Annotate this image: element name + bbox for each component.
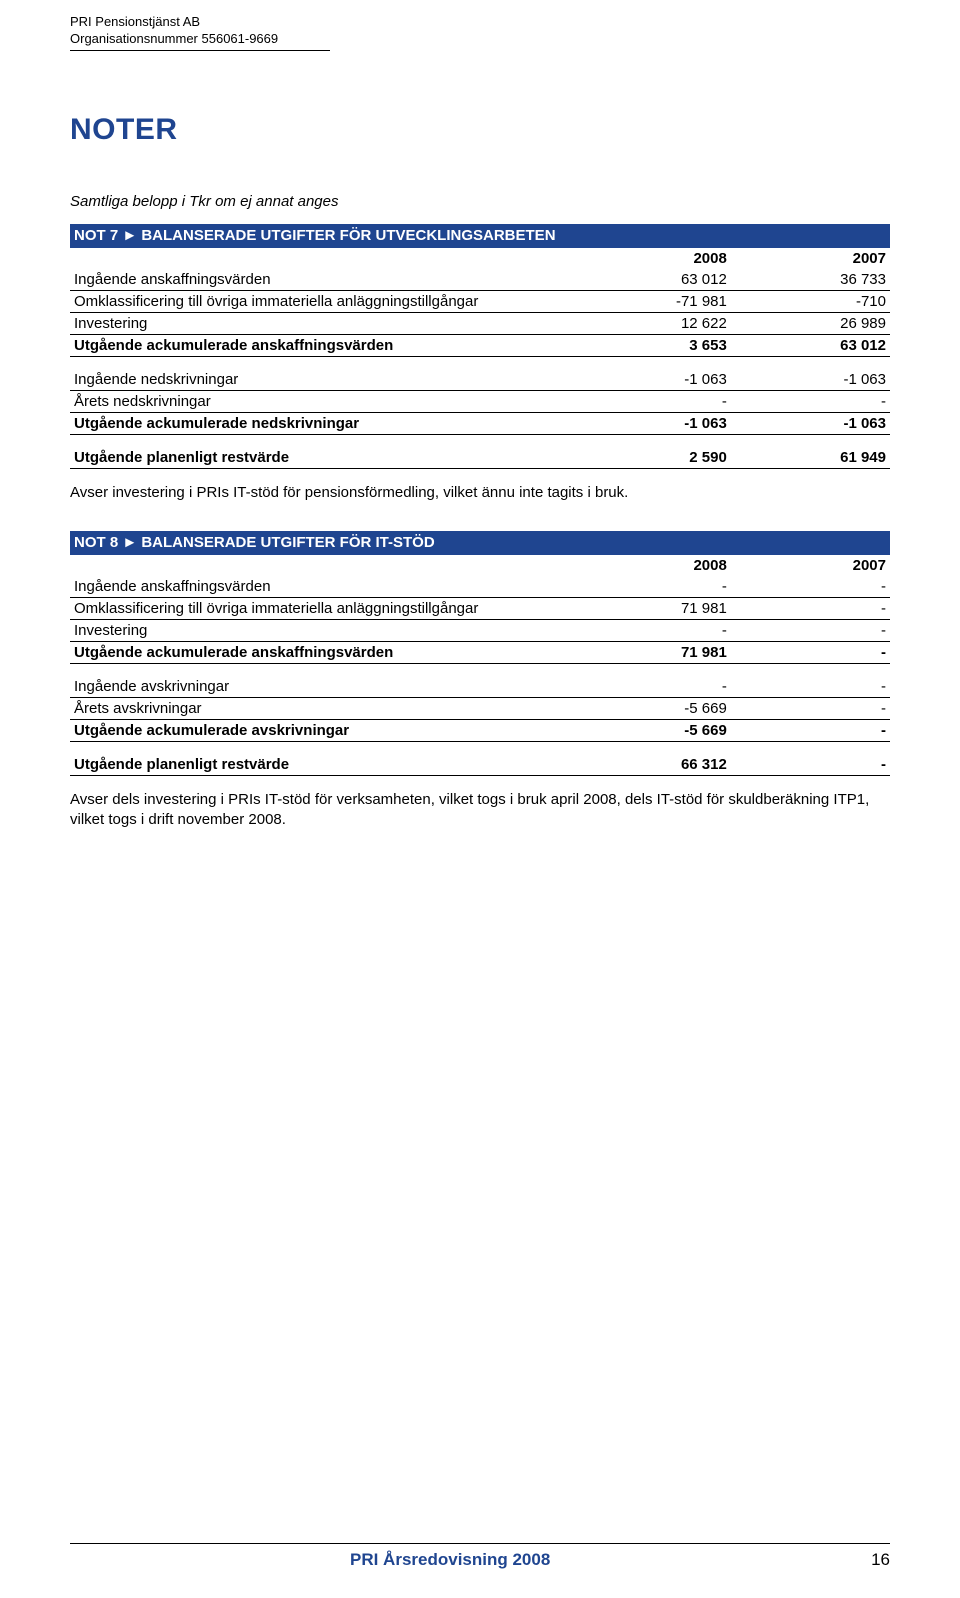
row-val: -1 063 — [731, 412, 890, 434]
page-number: 16 — [871, 1550, 890, 1570]
row-val: 3 653 — [572, 334, 731, 356]
row-label: Ingående nedskrivningar — [70, 356, 572, 390]
row-val: - — [731, 576, 890, 598]
note8-heading: NOT 8 ► BALANSERADE UTGIFTER FÖR IT-STÖD — [70, 531, 890, 555]
note8-footnote: Avser dels investering i PRIs IT-stöd fö… — [70, 790, 890, 831]
row-val: -710 — [731, 290, 890, 312]
row-label: Årets avskrivningar — [70, 698, 572, 720]
row-label: Omklassificering till övriga immateriell… — [70, 598, 572, 620]
row-val: 66 312 — [572, 742, 731, 776]
row-val: -1 063 — [572, 356, 731, 390]
row-val: 63 012 — [731, 334, 890, 356]
row-val: - — [731, 698, 890, 720]
row-val: -1 063 — [731, 356, 890, 390]
row-val: 2 590 — [572, 434, 731, 468]
page-footer: PRI Årsredovisning 2008 16 — [70, 1543, 890, 1570]
row-val: -1 063 — [572, 412, 731, 434]
row-label: Utgående ackumulerade anskaffningsvärden — [70, 334, 572, 356]
row-label: Ingående anskaffningsvärden — [70, 269, 572, 291]
row-val: 36 733 — [731, 269, 890, 291]
empty-cell — [70, 248, 572, 269]
note7-table: 2008 2007 Ingående anskaffningsvärden 63… — [70, 248, 890, 469]
row-val: 71 981 — [572, 642, 731, 664]
row-val: - — [572, 620, 731, 642]
row-val: 71 981 — [572, 598, 731, 620]
row-val: -5 669 — [572, 720, 731, 742]
row-label: Utgående ackumulerade anskaffningsvärden — [70, 642, 572, 664]
row-val: - — [731, 642, 890, 664]
empty-cell — [70, 555, 572, 576]
row-val: 12 622 — [572, 312, 731, 334]
row-val: - — [572, 390, 731, 412]
row-label: Årets nedskrivningar — [70, 390, 572, 412]
row-val: - — [731, 742, 890, 776]
footer-rule — [70, 1543, 890, 1544]
row-label: Ingående anskaffningsvärden — [70, 576, 572, 598]
year-col-1: 2008 — [572, 555, 731, 576]
year-col-1: 2008 — [572, 248, 731, 269]
row-val: - — [572, 576, 731, 598]
row-val: 26 989 — [731, 312, 890, 334]
page-header: PRI Pensionstjänst AB Organisationsnumme… — [70, 14, 330, 51]
page-title: NOTER — [70, 113, 890, 147]
row-label: Utgående ackumulerade nedskrivningar — [70, 412, 572, 434]
org-number: Organisationsnummer 556061-9669 — [70, 31, 330, 48]
row-val: - — [731, 390, 890, 412]
row-label: Investering — [70, 312, 572, 334]
row-val: - — [731, 598, 890, 620]
row-val: - — [572, 664, 731, 698]
row-val: - — [731, 620, 890, 642]
row-label: Utgående ackumulerade avskrivningar — [70, 720, 572, 742]
row-label: Ingående avskrivningar — [70, 664, 572, 698]
year-col-2: 2007 — [731, 555, 890, 576]
footer-title: PRI Årsredovisning 2008 — [350, 1550, 550, 1570]
year-col-2: 2007 — [731, 248, 890, 269]
note7-heading: NOT 7 ► BALANSERADE UTGIFTER FÖR UTVECKL… — [70, 224, 890, 248]
row-val: - — [731, 720, 890, 742]
row-val: -5 669 — [572, 698, 731, 720]
row-label: Investering — [70, 620, 572, 642]
amounts-note: Samtliga belopp i Tkr om ej annat anges — [70, 193, 890, 210]
company-name: PRI Pensionstjänst AB — [70, 14, 330, 31]
row-val: 63 012 — [572, 269, 731, 291]
page: PRI Pensionstjänst AB Organisationsnumme… — [0, 0, 960, 1598]
note8-table: 2008 2007 Ingående anskaffningsvärden - … — [70, 555, 890, 776]
row-val: -71 981 — [572, 290, 731, 312]
spacer — [70, 517, 890, 531]
row-val: - — [731, 664, 890, 698]
row-label: Utgående planenligt restvärde — [70, 742, 572, 776]
note7-footnote: Avser investering i PRIs IT-stöd för pen… — [70, 483, 890, 503]
row-val: 61 949 — [731, 434, 890, 468]
row-label: Omklassificering till övriga immateriell… — [70, 290, 572, 312]
row-label: Utgående planenligt restvärde — [70, 434, 572, 468]
